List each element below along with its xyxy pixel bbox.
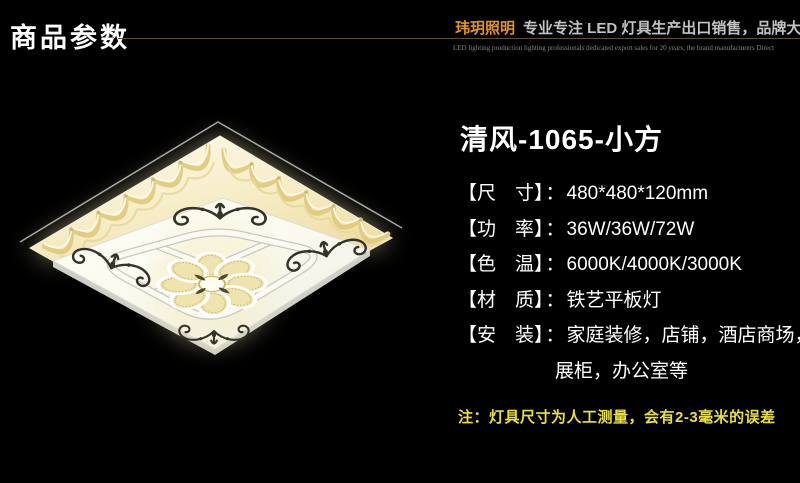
spec-value: 铁艺平板灯	[566, 289, 662, 311]
brand-name: 玮玥照明	[455, 20, 516, 37]
brand-tagline-english: LED lighting production lighting profess…	[453, 44, 774, 52]
lamp-flower-medallion	[156, 251, 268, 317]
spec-separator: ：	[545, 218, 565, 240]
ceiling-lamp-image	[19, 121, 403, 355]
spec-label: 【色 温】	[458, 254, 544, 275]
spec-row-material: 【材 质】：铁艺平板灯	[458, 283, 794, 319]
spec-separator: ：	[545, 183, 565, 204]
spec-row-color-temp: 【色 温】： 6000K/4000K/3000K	[458, 247, 794, 283]
spec-label: 【材 质】	[458, 289, 544, 311]
spec-value: 36W/36W/72W	[566, 218, 695, 240]
product-panel: 清风-1065-小方 【尺 寸】： 480*480*120mm 【功 率】： 36W…	[458, 118, 800, 427]
spec-row-power: 【功 率】： 36W/36W/72W	[458, 212, 794, 248]
brand-tagline: 专业专注 LED 灯具生产出口销售，品牌大厂直营	[523, 20, 800, 37]
measurement-note: 注：灯具尺寸为人工测量，会有2-3毫米的误差	[458, 409, 776, 426]
spec-label: 【尺 寸】	[458, 183, 544, 204]
spec-value: 家庭装修，店铺，酒店商场，	[566, 325, 800, 346]
spec-row-size: 【尺 寸】： 480*480*120mm	[458, 176, 794, 212]
spec-row-installation: 【安 装】：家庭装修，店铺，酒店商场，	[458, 318, 800, 354]
spec-value-continuation: 展柜，办公室等	[555, 360, 689, 382]
spec-label: 【安 装】	[458, 325, 544, 346]
spec-value: 480*480*120mm	[566, 183, 709, 204]
header-divider	[118, 38, 800, 39]
section-title: 商品参数	[10, 23, 130, 53]
spec-separator: ：	[545, 325, 565, 346]
lamp-scallop-garlands	[41, 143, 391, 258]
spec-value: 6000K/4000K/3000K	[566, 254, 742, 275]
spec-label: 【功 率】	[458, 218, 544, 240]
lamp-outer-rim	[19, 121, 403, 243]
spec-separator: ：	[545, 289, 565, 311]
product-title: 清风-1065-小方	[460, 124, 663, 155]
spec-separator: ：	[545, 254, 565, 275]
